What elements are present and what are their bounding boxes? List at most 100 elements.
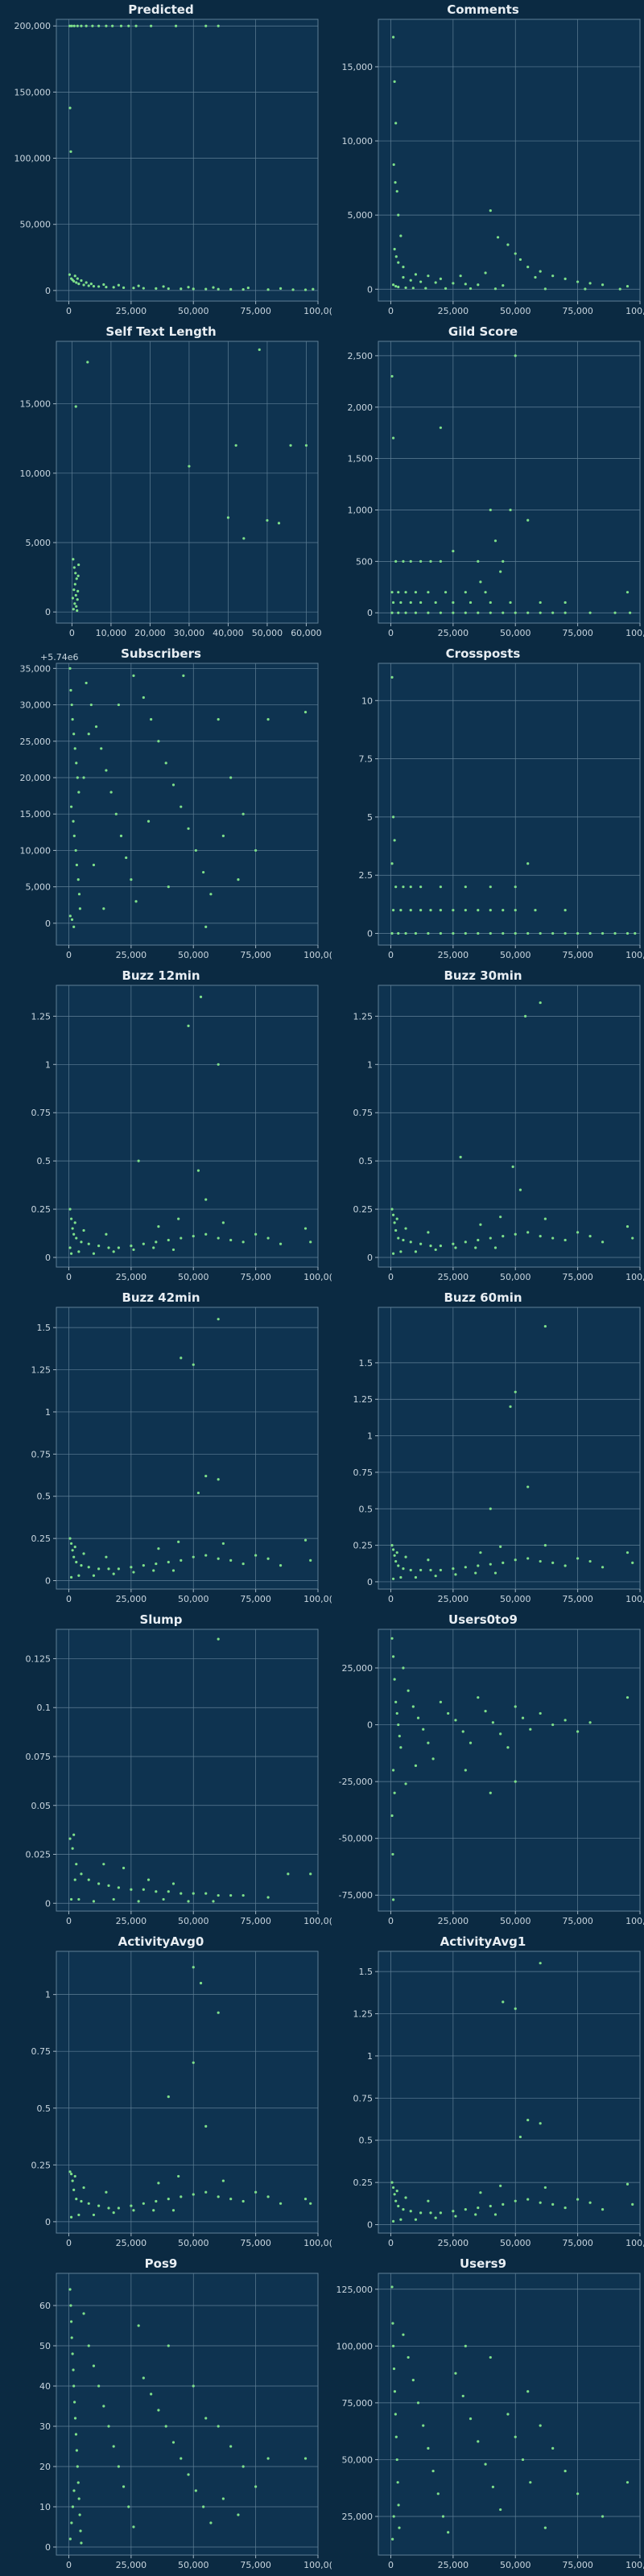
data-point — [92, 1252, 96, 1255]
data-point — [399, 234, 402, 237]
data-point — [392, 163, 395, 167]
data-point — [242, 537, 246, 540]
x-tick-label: 75,000 — [240, 1272, 271, 1282]
data-point — [142, 1242, 145, 1245]
data-point — [439, 1245, 442, 1248]
data-point — [279, 1564, 283, 1567]
data-point — [217, 24, 220, 27]
data-point — [69, 150, 72, 153]
data-point — [192, 1235, 195, 1238]
data-point — [521, 1716, 525, 1719]
scatter-plot: 0 25,000 50,000 75,000 100,0(0 0.25 0.5 0.75 1 1.… — [31, 1307, 332, 1604]
data-point — [518, 1188, 522, 1191]
data-point — [72, 588, 76, 592]
data-point — [502, 559, 505, 563]
data-point — [543, 287, 547, 291]
data-point — [76, 878, 80, 881]
y-tick-label: 5,000 — [26, 882, 52, 893]
data-point — [576, 2492, 580, 2496]
data-point — [75, 2449, 78, 2452]
y-tick-label: 1 — [367, 1431, 373, 1442]
data-point — [409, 886, 412, 889]
x-tick-label: 50,000 — [178, 1594, 209, 1604]
data-point — [526, 2118, 530, 2122]
data-point — [584, 287, 587, 291]
data-point — [613, 931, 617, 935]
x-tick-label: 50,000 — [178, 1272, 209, 1282]
data-point — [391, 2537, 394, 2541]
data-point — [73, 275, 76, 278]
data-point — [157, 2409, 160, 2412]
data-point — [204, 24, 208, 27]
data-point — [588, 1559, 592, 1563]
y-tick-label: 150,000 — [14, 87, 52, 97]
data-point — [439, 277, 442, 280]
data-point — [174, 24, 178, 27]
data-point — [107, 2425, 110, 2428]
data-point — [150, 24, 153, 27]
data-point — [502, 284, 505, 287]
x-tick-label: 25,000 — [116, 950, 147, 960]
data-point — [419, 2211, 423, 2215]
data-point — [390, 591, 394, 594]
data-point — [97, 2204, 101, 2207]
y-tick-label: 75,000 — [342, 2398, 374, 2409]
data-point — [414, 611, 418, 614]
x-tick-label: 75,000 — [240, 2238, 271, 2248]
y-tick-label: 1.25 — [353, 1011, 374, 1022]
x-tick-label: 25,000 — [116, 306, 147, 316]
data-point — [489, 1563, 492, 1566]
chart-title: Buzz 12min — [122, 968, 200, 983]
chart-panel: ActivityAvg0 0 25,000 50,000 75,000 100,0(0 0.… — [0, 1932, 332, 2254]
data-point — [484, 1710, 487, 1713]
data-point — [132, 2209, 135, 2212]
x-tick-label: 75,000 — [562, 2238, 593, 2248]
data-point — [414, 1250, 418, 1253]
x-tick-label: 100,0( — [303, 1916, 332, 1926]
y-tick-label: 0 — [45, 2542, 51, 2553]
data-point — [625, 931, 630, 935]
data-point — [82, 2186, 85, 2190]
data-point — [391, 1548, 395, 1551]
data-point — [117, 2465, 120, 2468]
data-point — [217, 287, 220, 291]
data-point — [551, 275, 555, 278]
data-point — [489, 2204, 492, 2208]
data-point — [69, 1252, 73, 1255]
x-tick-label: 0 — [66, 2238, 72, 2248]
data-point — [407, 2355, 410, 2359]
data-point — [68, 1208, 72, 1211]
data-point — [390, 1637, 394, 1640]
data-point — [130, 1888, 133, 1891]
data-point — [74, 405, 77, 408]
plot-area — [56, 19, 319, 302]
x-tick-label: 25,000 — [116, 2560, 147, 2570]
data-point — [395, 190, 398, 193]
data-point — [221, 1542, 225, 1546]
data-point — [204, 1474, 208, 1478]
data-point — [167, 1560, 170, 1564]
data-point — [73, 1546, 76, 1549]
data-point — [390, 1208, 394, 1211]
data-point — [85, 681, 88, 685]
scatter-plot: 0 25,000 50,000 75,000 100,0(0 0.25 0.5 0.75 1 1.… — [353, 1951, 644, 2248]
data-point — [543, 1217, 547, 1220]
data-point — [309, 1872, 312, 1876]
data-point — [514, 2007, 517, 2010]
data-point — [80, 279, 83, 283]
data-point — [429, 1568, 432, 1572]
data-point — [137, 284, 140, 287]
data-point — [447, 2531, 450, 2534]
y-tick-label: 10,000 — [20, 845, 52, 856]
data-point — [576, 1730, 580, 1733]
data-point — [142, 1564, 145, 1567]
data-point — [82, 283, 85, 287]
data-point — [477, 611, 480, 614]
data-point — [162, 1897, 165, 1901]
y-tick-label: 0.25 — [31, 2160, 52, 2170]
data-point — [394, 122, 398, 125]
data-point — [588, 1235, 592, 1238]
data-point — [71, 718, 74, 721]
chart-title: Predicted — [128, 2, 194, 17]
data-point — [266, 288, 270, 291]
